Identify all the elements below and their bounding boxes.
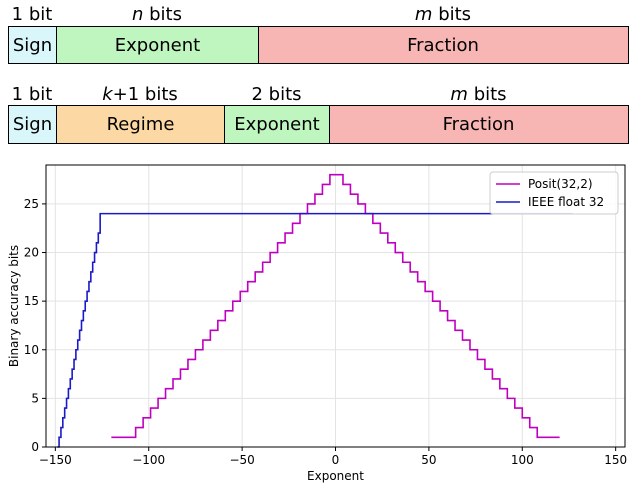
x-tick-label: 50 (421, 453, 436, 467)
x-tick-label: 0 (332, 453, 340, 467)
series-line-posit (111, 173, 560, 439)
posit-fraction-field: Fraction (328, 105, 629, 144)
y-tick-label: 20 (24, 246, 39, 260)
x-tick-label: −150 (39, 453, 72, 467)
y-tick-label: 0 (31, 440, 39, 454)
ieee-sign-width: 1 bit (11, 4, 53, 25)
posit-exponent-width: 2 bits (251, 84, 302, 105)
x-tick-label: 150 (604, 453, 627, 467)
ieee-exponent-width: n bits (131, 4, 182, 25)
ieee-fraction-field: Fraction (257, 26, 629, 64)
ieee-exponent-field: Exponent (55, 26, 260, 64)
x-tick-label: −100 (132, 453, 165, 467)
posit-fraction-width: m bits (450, 84, 507, 105)
posit-regime-width: k+1 bits (102, 84, 178, 105)
x-axis-label: Exponent (307, 469, 364, 483)
y-tick-label: 10 (24, 343, 39, 357)
legend-box (489, 171, 619, 215)
ieee-fraction-width: m bits (414, 4, 472, 25)
plot-frame (45, 164, 626, 448)
x-tick-label: 100 (511, 453, 534, 467)
chart-series (57, 173, 573, 448)
posit-sign-field: Sign (8, 105, 57, 144)
legend-label-posit: Posit(32,2) (528, 177, 593, 191)
posit-exponent-field: Exponent (223, 105, 331, 144)
x-tick-label: −50 (229, 453, 254, 467)
y-axis-label: Binary accuracy bits (7, 245, 21, 367)
chart-ticks: −150 −100 −50 0 50 100 150 0 5 10 15 20 25 (24, 197, 627, 467)
y-tick-label: 5 (31, 391, 39, 405)
ieee-sign-field: Sign (8, 26, 57, 64)
y-tick-label: 15 (24, 294, 39, 308)
y-tick-label: 25 (24, 197, 39, 211)
legend-label-ieee: IEEE float 32 (528, 195, 604, 209)
series-line-ieee (57, 212, 573, 448)
posit-regime-field: Regime (55, 105, 226, 144)
chart-legend: Posit(32,2) IEEE float 32 (489, 171, 619, 215)
posit-sign-width: 1 bit (11, 84, 53, 105)
